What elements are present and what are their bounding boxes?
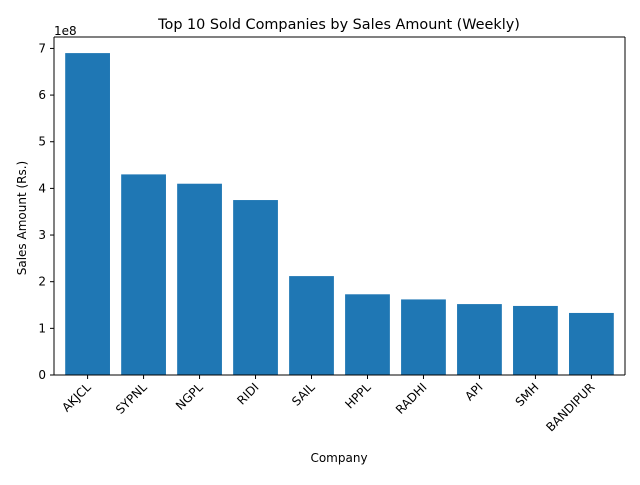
x-axis-label: Company [310, 451, 367, 465]
y-tick-label: 6 [38, 88, 46, 102]
y-tick-label: 5 [38, 135, 46, 149]
bar-ngpl [177, 183, 222, 375]
bar-hppl [345, 294, 390, 375]
bars-layer [65, 53, 614, 375]
bar-radhi [401, 299, 446, 375]
y-tick-label: 1 [38, 321, 46, 335]
chart-title: Top 10 Sold Companies by Sales Amount (W… [157, 17, 520, 33]
bar-ridi [233, 200, 278, 375]
y-tick-label: 3 [38, 228, 46, 242]
y-tick-label: 0 [38, 368, 46, 382]
y-tick-label: 7 [38, 41, 46, 55]
y-axis-offset-label: 1e8 [54, 24, 77, 38]
bar-api [457, 304, 502, 375]
y-axis-label: Sales Amount (Rs.) [15, 161, 29, 276]
y-tick-label: 4 [38, 181, 46, 195]
bar-akjcl [65, 53, 110, 375]
y-tick-label: 2 [38, 275, 46, 289]
bar-sail [289, 276, 334, 375]
bar-sypnl [121, 174, 166, 375]
bar-bandipur [569, 312, 614, 375]
bar-smh [513, 305, 558, 375]
